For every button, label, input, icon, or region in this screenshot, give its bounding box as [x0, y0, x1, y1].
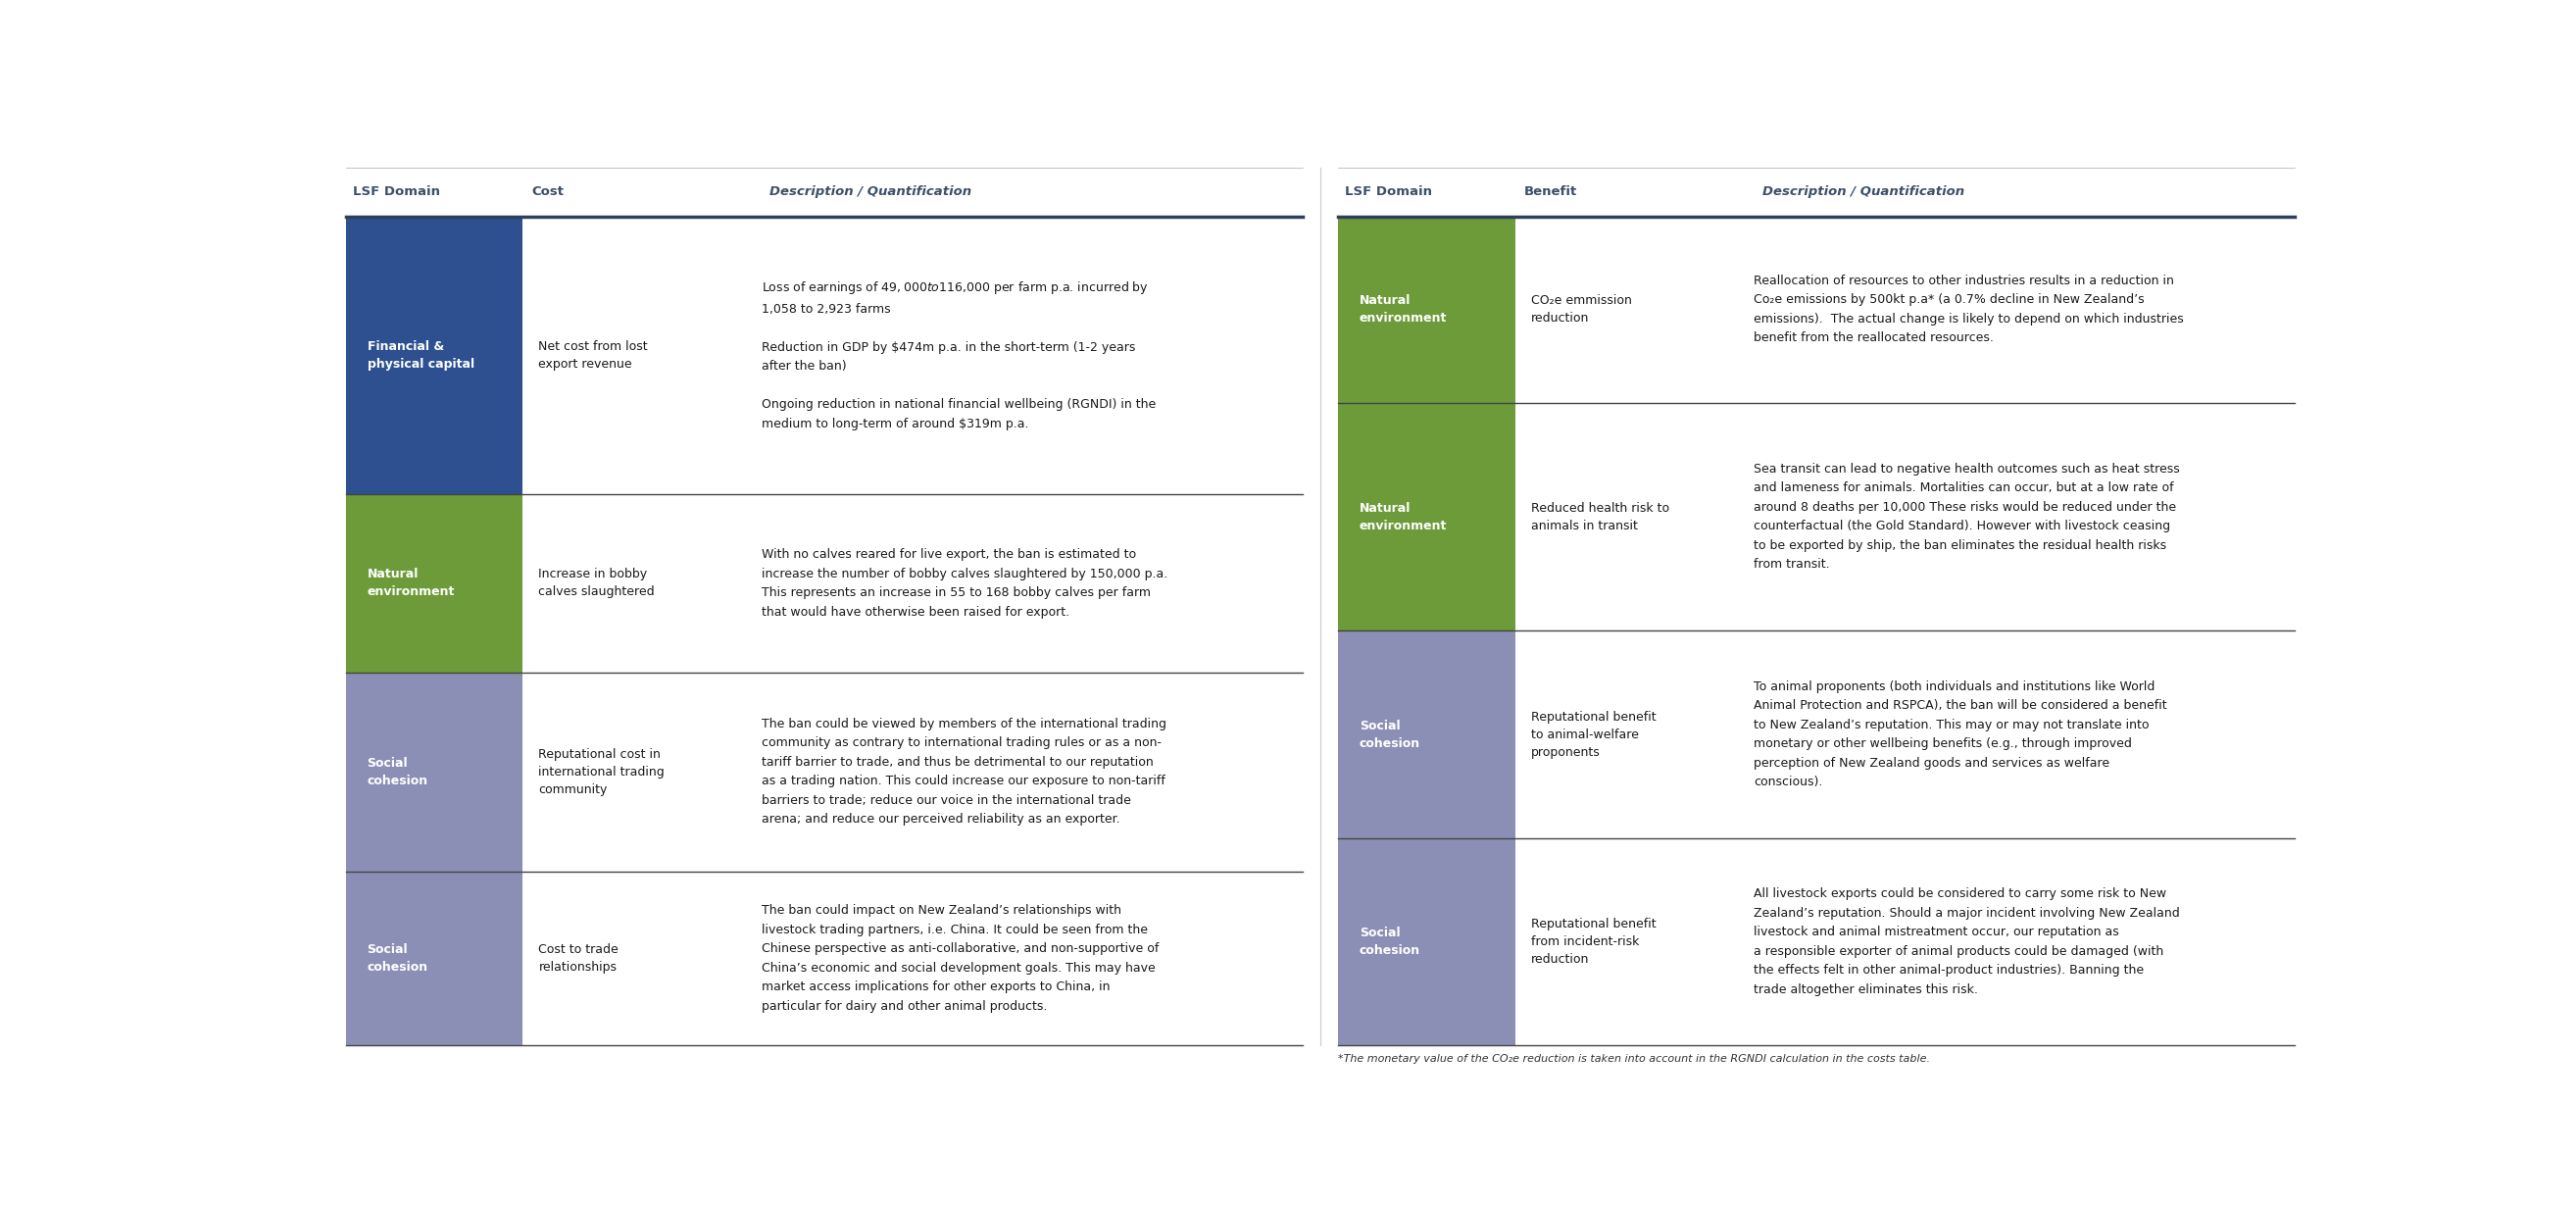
Bar [345, 872, 523, 1046]
Bar [1337, 631, 1515, 838]
Text: Sea transit can lead to negative health outcomes such as heat stress
and lamenes: Sea transit can lead to negative health … [1754, 463, 2179, 570]
Bar [1739, 216, 2295, 403]
Text: Social
cohesion: Social cohesion [368, 943, 428, 973]
Bar [345, 672, 523, 872]
Text: All livestock exports could be considered to carry some risk to New
Zealand’s re: All livestock exports could be considere… [1754, 888, 2179, 996]
Text: To animal proponents (both individuals and institutions like World
Animal Protec: To animal proponents (both individuals a… [1754, 680, 2166, 789]
Bar [345, 494, 523, 672]
Bar [523, 216, 747, 494]
Bar [1515, 216, 1739, 403]
Text: Social
cohesion: Social cohesion [1360, 926, 1419, 958]
Text: With no calves reared for live export, the ban is estimated to
increase the numb: With no calves reared for live export, t… [762, 548, 1167, 619]
Text: LSF Domain: LSF Domain [353, 186, 440, 199]
Bar [1337, 403, 1515, 631]
Text: Reputational cost in
international trading
community: Reputational cost in international tradi… [538, 748, 665, 796]
Text: Reputational benefit
to animal-welfare
proponents: Reputational benefit to animal-welfare p… [1530, 710, 1656, 759]
Text: Financial &
physical capital: Financial & physical capital [368, 340, 474, 370]
Bar [747, 216, 1303, 494]
Text: Cost to trade
relationships: Cost to trade relationships [538, 943, 618, 973]
Text: Description / Quantification: Description / Quantification [770, 186, 971, 199]
Text: Social
cohesion: Social cohesion [1360, 719, 1419, 750]
Bar [1739, 403, 2295, 631]
Text: Reallocation of resources to other industries results in a reduction in
Co₂e emi: Reallocation of resources to other indus… [1754, 275, 2184, 345]
Text: Benefit: Benefit [1525, 186, 1577, 199]
Text: Reputational benefit
from incident-risk
reduction: Reputational benefit from incident-risk … [1530, 918, 1656, 966]
Bar [1515, 403, 1739, 631]
Text: Increase in bobby
calves slaughtered: Increase in bobby calves slaughtered [538, 568, 654, 598]
Text: The ban could impact on New Zealand’s relationships with
livestock trading partn: The ban could impact on New Zealand’s re… [762, 904, 1159, 1013]
Bar [523, 672, 747, 872]
Text: Social
cohesion: Social cohesion [368, 756, 428, 788]
Bar [1515, 838, 1739, 1046]
Text: The ban could be viewed by members of the international trading
community as con: The ban could be viewed by members of th… [762, 718, 1167, 826]
Bar [523, 494, 747, 672]
Text: Natural
environment: Natural environment [368, 568, 456, 598]
Text: *The monetary value of the CO₂e reduction is taken into account in the RGNDI cal: *The monetary value of the CO₂e reductio… [1337, 1054, 1929, 1065]
Text: Net cost from lost
export revenue: Net cost from lost export revenue [538, 340, 649, 370]
Bar [1337, 216, 1515, 403]
Text: LSF Domain: LSF Domain [1345, 186, 1432, 199]
Bar [747, 672, 1303, 872]
Bar [523, 872, 747, 1046]
Text: Cost: Cost [531, 186, 564, 199]
Bar [747, 872, 1303, 1046]
Text: Natural
environment: Natural environment [1360, 502, 1448, 532]
Text: CO₂e emmission
reduction: CO₂e emmission reduction [1530, 294, 1631, 324]
Text: Reduced health risk to
animals in transit: Reduced health risk to animals in transi… [1530, 502, 1669, 532]
Bar [1739, 838, 2295, 1046]
Bar [1739, 631, 2295, 838]
Bar [1337, 838, 1515, 1046]
Bar [345, 216, 523, 494]
Text: Description / Quantification: Description / Quantification [1762, 186, 1963, 199]
Text: Loss of earnings of $49,000 to $116,000 per farm p.a. incurred by
1,058 to 2,923: Loss of earnings of $49,000 to $116,000 … [762, 280, 1157, 431]
Bar [1515, 631, 1739, 838]
Bar [747, 494, 1303, 672]
Text: Natural
environment: Natural environment [1360, 294, 1448, 324]
